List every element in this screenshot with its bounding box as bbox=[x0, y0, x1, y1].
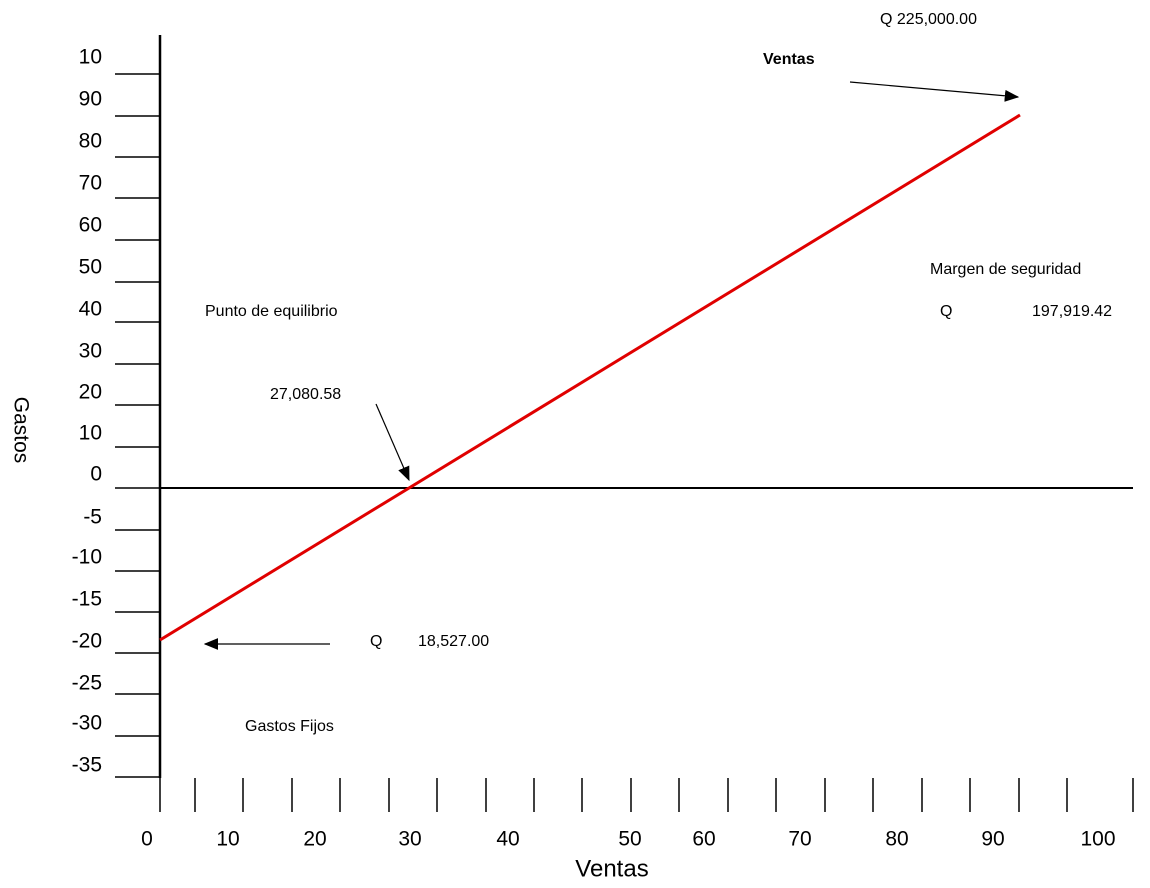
y-label: 0 bbox=[90, 463, 102, 486]
x-label: 50 bbox=[618, 828, 641, 851]
x-label: 30 bbox=[398, 828, 421, 851]
y-label: 90 bbox=[79, 88, 102, 111]
y-label: -25 bbox=[72, 672, 102, 695]
x-label: 60 bbox=[692, 828, 715, 851]
annotation: 18,527.00 bbox=[418, 633, 489, 650]
x-axis-label: Ventas bbox=[575, 855, 648, 882]
arrow bbox=[375, 403, 410, 482]
annotation: Q bbox=[370, 633, 382, 650]
sales-line bbox=[159, 113, 1021, 642]
y-label: 10 bbox=[79, 422, 102, 445]
annotation: 27,080.58 bbox=[270, 386, 341, 403]
annotation: Q 225,000.00 bbox=[880, 11, 977, 28]
y-label: 10 bbox=[79, 46, 102, 69]
annotation: Margen de seguridad bbox=[930, 261, 1081, 278]
x-label: 100 bbox=[1080, 828, 1115, 851]
annotation: 197,919.42 bbox=[1032, 303, 1112, 320]
y-label: 20 bbox=[79, 381, 102, 404]
y-label: 80 bbox=[79, 130, 102, 153]
annotation: Ventas bbox=[763, 51, 815, 68]
x-label: 0 bbox=[141, 828, 153, 851]
annotation: Gastos Fijos bbox=[245, 718, 334, 735]
y-label: 40 bbox=[79, 298, 102, 321]
y-label: 60 bbox=[79, 214, 102, 237]
y-label: -5 bbox=[83, 506, 102, 529]
y-label: -15 bbox=[72, 588, 102, 611]
y-label: -35 bbox=[72, 754, 102, 777]
x-label: 10 bbox=[216, 828, 239, 851]
arrow bbox=[849, 81, 1020, 102]
y-label: 30 bbox=[79, 340, 102, 363]
x-label: 40 bbox=[496, 828, 519, 851]
x-label: 90 bbox=[981, 828, 1004, 851]
x-label: 20 bbox=[303, 828, 326, 851]
annotation: Punto de equilibrio bbox=[205, 303, 338, 320]
y-axis-label: Gastos bbox=[9, 397, 32, 464]
y-label: 70 bbox=[79, 172, 102, 195]
y-label: -30 bbox=[72, 712, 102, 735]
x-label: 80 bbox=[885, 828, 908, 851]
y-label: -20 bbox=[72, 630, 102, 653]
x-label: 70 bbox=[788, 828, 811, 851]
y-label: -10 bbox=[72, 546, 102, 569]
annotation: Q bbox=[940, 303, 952, 320]
y-label: 50 bbox=[79, 256, 102, 279]
